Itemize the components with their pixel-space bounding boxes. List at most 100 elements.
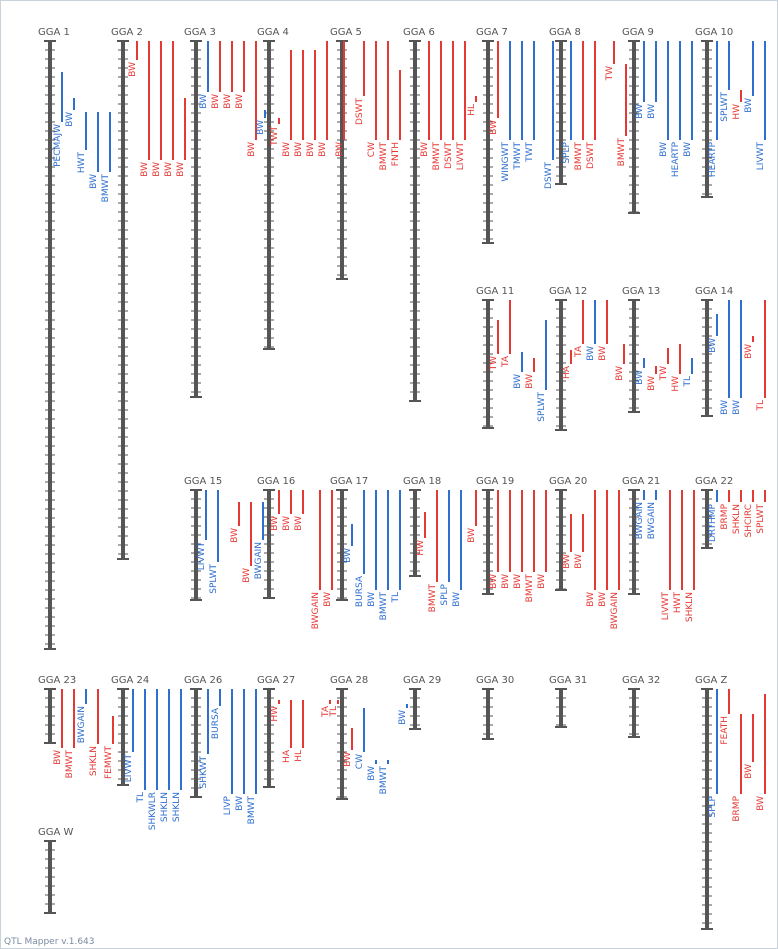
qtl-label: BWGAIN — [635, 502, 645, 539]
qtl-label: BW — [89, 174, 99, 189]
qtl-label: BW — [235, 796, 245, 811]
qtl-label: HWT — [77, 152, 87, 174]
gga-17-chromosome — [340, 490, 344, 600]
qtl-label: BWGAIN — [610, 592, 620, 629]
qtl-label: BW — [659, 142, 669, 157]
qtl-label: BW — [270, 516, 280, 531]
qtl-label: BW — [282, 516, 292, 531]
qtl-label: SPLP — [708, 795, 718, 817]
gga-27-label: GGA 27 — [257, 675, 295, 686]
qtl-label: LIVWT — [756, 142, 766, 171]
gga-6-label: GGA 6 — [403, 27, 435, 38]
gga-24-chromosome — [121, 689, 125, 785]
gga-21-chromosome — [632, 490, 636, 594]
qtl-label: BW — [65, 112, 75, 127]
qtl-label: BRMP — [720, 503, 730, 529]
qtl-label: BW — [635, 104, 645, 119]
qtl-label: DSWT — [544, 162, 554, 190]
qtl-label: BW — [223, 94, 233, 109]
qtl-label: SPLWT — [720, 92, 730, 122]
qtl-label: TW — [489, 356, 499, 371]
gga-28-chromosome — [340, 689, 344, 799]
qtl-label: BW — [242, 568, 252, 583]
qtl-label: BRMP — [732, 795, 742, 821]
qtl-label: HEARTP — [708, 141, 718, 177]
gga-1-label: GGA 1 — [38, 27, 70, 38]
qtl-label: SHKLN — [160, 792, 170, 822]
qtl-label: SHKLN — [172, 792, 182, 822]
qtl-label: TMWT — [513, 142, 523, 171]
qtl-label: BW — [398, 710, 408, 725]
qtl-label: BMWT — [428, 584, 438, 613]
gga-3-label: GGA 3 — [184, 27, 216, 38]
qtl-label: BW — [140, 162, 150, 177]
gga-31-chromosome — [559, 689, 563, 727]
gga-13-label: GGA 13 — [622, 286, 660, 297]
qtl-label: BW — [256, 120, 266, 135]
gga-17-label: GGA 17 — [330, 476, 368, 487]
gga-11-label: GGA 11 — [476, 286, 514, 297]
qtl-label: SPLWT — [209, 564, 219, 594]
qtl-label: BMWT — [379, 592, 389, 621]
qtl-label: TL — [756, 400, 766, 412]
gga-32-chromosome — [632, 689, 636, 737]
gga-13-chromosome — [632, 300, 636, 412]
qtl-label: SPLWT — [756, 504, 766, 534]
gga-20-label: GGA 20 — [549, 476, 587, 487]
qtl-label: BW — [235, 94, 245, 109]
qtl-label: TW — [659, 366, 669, 381]
qtl-label: BW — [367, 592, 377, 607]
qtl-label: BWGAIN — [254, 542, 264, 579]
gga-26-label: GGA 26 — [184, 675, 222, 686]
gga-19-chromosome — [486, 490, 490, 594]
qtl-label: BW — [537, 574, 547, 589]
gga-27-chromosome — [267, 689, 271, 787]
qtl-label: BW — [683, 142, 693, 157]
gga-8-label: GGA 8 — [549, 27, 581, 38]
qtl-label: BW — [294, 516, 304, 531]
qtl-label: TL — [136, 792, 146, 804]
qtl-label: HEARTP — [671, 141, 681, 177]
qtl-label: TA — [321, 705, 331, 718]
gga-9-label: GGA 9 — [622, 27, 654, 38]
qtl-label: BW — [306, 142, 316, 157]
qtl-label: BW — [164, 162, 174, 177]
qtl-label: BW — [744, 764, 754, 779]
gga-20-chromosome — [559, 490, 563, 590]
qtl-label: BW — [615, 366, 625, 381]
qtl-label: DRTHMP — [708, 503, 718, 542]
qtl-label: BW — [513, 374, 523, 389]
qtl-label: HW — [732, 104, 742, 120]
qtl-label: BMWT — [101, 174, 111, 203]
qtl-label: BW — [467, 528, 477, 543]
gga-12-label: GGA 12 — [549, 286, 587, 297]
gga-5-chromosome — [340, 41, 344, 279]
qtl-label: WINGWT — [501, 141, 511, 181]
gga-z-chromosome — [705, 689, 709, 929]
gga-32-label: GGA 32 — [622, 675, 660, 686]
qtl-label: CW — [355, 754, 365, 769]
qtl-label: SHKWLR — [148, 792, 158, 830]
qtl-label: TL — [329, 706, 339, 718]
qtl-label: BW — [420, 142, 430, 157]
gga-9-chromosome — [632, 41, 636, 213]
qtl-label: TL — [683, 376, 693, 388]
qtl-label: BW — [230, 528, 240, 543]
qtl-label: BURSA — [355, 575, 365, 607]
gga-2-label: GGA 2 — [111, 27, 143, 38]
qtl-label: BW — [335, 142, 345, 157]
gga-28-label: GGA 28 — [330, 675, 368, 686]
qtl-label: BW — [598, 346, 608, 361]
qtl-label: TL — [391, 592, 401, 604]
gga-21-label: GGA 21 — [622, 476, 660, 487]
qtl-label: SHKLN — [89, 746, 99, 776]
gga-z-label: GGA Z — [695, 675, 728, 686]
qtl-label: TA — [501, 355, 511, 368]
gga-4-chromosome — [267, 41, 271, 349]
qtl-label: HW — [270, 706, 280, 722]
qtl-label: TWT — [525, 142, 535, 163]
qtl-label: BW — [343, 752, 353, 767]
qtl-label: DSWT — [586, 142, 596, 170]
gga-10-chromosome — [705, 41, 709, 197]
qtl-label: BW — [176, 162, 186, 177]
